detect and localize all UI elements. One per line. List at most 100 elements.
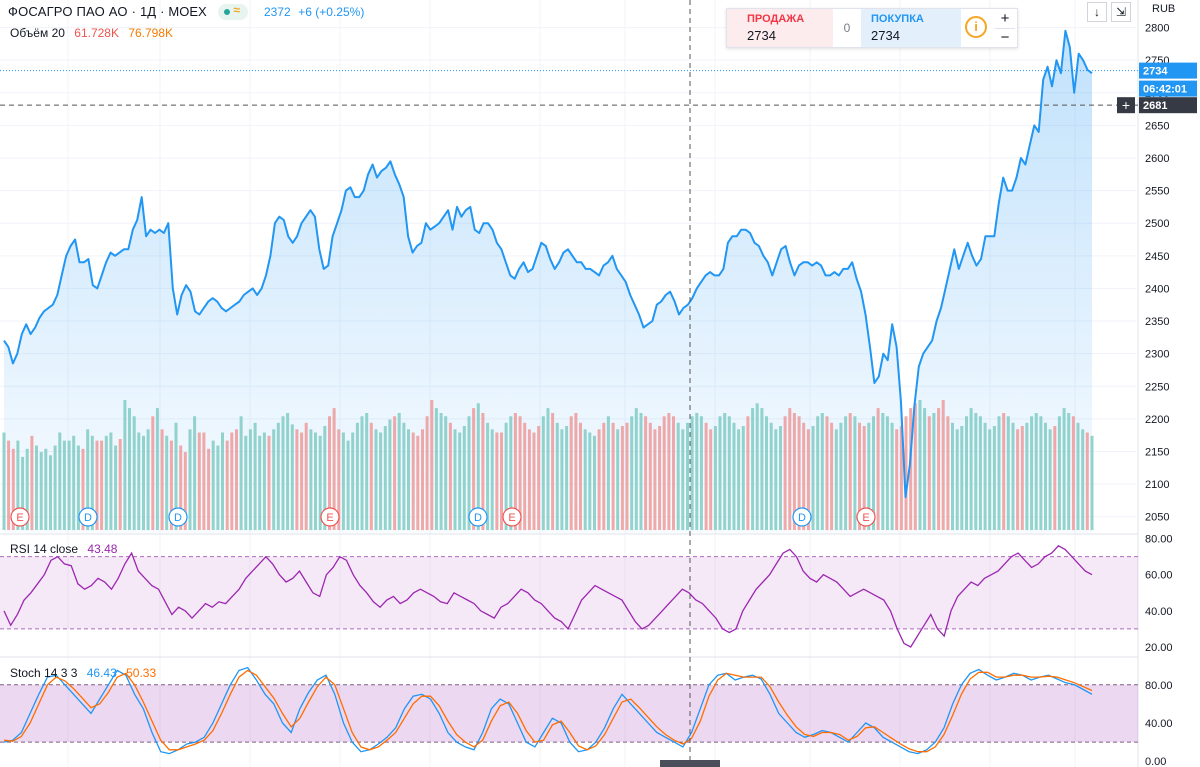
volume-bar — [462, 426, 466, 530]
volume-bar — [839, 422, 843, 531]
volume-bar — [72, 435, 76, 531]
decrease-quantity-button[interactable]: − — [995, 28, 1015, 47]
volume-bar — [1044, 422, 1047, 531]
volume-bar — [248, 429, 252, 531]
volume-bar — [49, 455, 52, 531]
currency-label[interactable]: RUB — [1152, 3, 1176, 15]
crosshair-plus-icon — [1117, 97, 1135, 114]
volume-bar — [1085, 432, 1089, 530]
price-tick-label: 2650 — [1145, 120, 1169, 132]
volume-bar — [825, 416, 829, 531]
volume-bar — [876, 408, 880, 530]
volume-ma-value: 76.798K — [128, 26, 174, 40]
volume-bar — [490, 429, 494, 531]
volume-bar — [1081, 429, 1085, 531]
event-marker-letter: D — [474, 512, 482, 524]
volume-bar — [81, 448, 85, 531]
volume-bar — [397, 413, 401, 530]
volume-bar — [1057, 416, 1061, 531]
volume-bar — [941, 400, 945, 530]
stoch-legend[interactable]: Stoch 14 3 3 46.43 50.33 — [10, 666, 156, 680]
volume-bar — [537, 426, 541, 530]
volume-label: Объём 20 — [10, 26, 65, 40]
volume-legend[interactable]: Объём 20 61.728K 76.798K — [10, 26, 173, 40]
volume-bar — [565, 426, 569, 530]
volume-bar — [616, 429, 620, 531]
volume-bar — [272, 429, 276, 531]
volume-bar — [932, 413, 936, 530]
volume-bar — [500, 432, 503, 530]
volume-bar — [1030, 416, 1034, 531]
volume-bar — [309, 429, 313, 531]
price-tick-label: 2800 — [1145, 23, 1169, 35]
symbol-name[interactable]: ФОСАГРО ПАО АО — [8, 4, 128, 19]
fullscreen-icon[interactable]: ⇲ — [1111, 2, 1131, 22]
symbol-legend[interactable]: ФОСАГРО ПАО АО · 1Д · MOEX ≈ 2372 +6 (+0.25%… — [8, 2, 365, 20]
volume-bar — [751, 408, 755, 530]
event-marker-icon — [468, 507, 488, 527]
volume-bar — [374, 429, 378, 531]
rsi-pane — [0, 544, 1138, 648]
volume-bar — [351, 432, 355, 530]
volume-bar — [885, 416, 889, 531]
volume-bar — [439, 413, 443, 530]
buy-button[interactable]: ПОКУПКА 2734 — [861, 9, 961, 47]
volume-bar — [1039, 416, 1043, 531]
volume-bar — [667, 413, 671, 530]
volume-bar — [197, 432, 201, 530]
volume-bar — [904, 416, 908, 531]
volume-bar — [76, 445, 80, 530]
rsi-tick-label: 20.00 — [1145, 642, 1173, 654]
price-area-path — [4, 30, 1092, 534]
volume-bar — [67, 440, 71, 530]
interval[interactable]: 1Д — [140, 4, 157, 19]
volume-bar — [169, 440, 173, 530]
sell-button[interactable]: ПРОДАЖА 2734 — [727, 9, 833, 47]
event-marker-icon — [792, 507, 812, 527]
volume-bar — [951, 422, 954, 531]
volume-bar — [899, 426, 903, 530]
event-marker-letter: D — [174, 512, 182, 524]
volume-bar — [95, 440, 99, 530]
volume-bar — [969, 408, 973, 530]
volume-bar — [713, 426, 717, 530]
volume-bar — [1034, 413, 1038, 530]
volume-bar — [1011, 422, 1015, 531]
volume-bar — [895, 429, 899, 531]
rsi-tick-label: 40.00 — [1145, 606, 1173, 618]
volume-bar — [523, 422, 527, 531]
volume-bar — [862, 426, 866, 530]
price-tick-label: 2450 — [1145, 251, 1169, 263]
volume-bar — [583, 429, 587, 531]
volume-bar — [699, 416, 703, 531]
volume-bar — [723, 413, 727, 530]
volume-bar — [765, 416, 768, 531]
buy-label: ПОКУПКА — [871, 13, 924, 25]
volume-bar — [244, 435, 248, 531]
volume-bar — [732, 422, 736, 531]
volume-bar — [332, 408, 336, 530]
volume-bar — [290, 424, 294, 530]
price-tick-label: 2500 — [1145, 218, 1169, 230]
volume-bar — [769, 422, 773, 531]
increase-quantity-button[interactable]: + — [1000, 10, 1010, 27]
volume-bar — [960, 426, 964, 530]
volume-bar — [328, 416, 331, 531]
volume-bar — [811, 426, 815, 530]
volume-bar — [1067, 413, 1071, 530]
rsi-legend[interactable]: RSI 14 close 43.48 — [10, 542, 117, 556]
info-icon[interactable]: i — [965, 16, 987, 38]
volume-bar — [165, 435, 169, 531]
volume-bar — [393, 416, 397, 531]
price-series-line — [3, 29, 1093, 499]
download-icon[interactable]: ↓ — [1087, 2, 1107, 22]
axis-price-tag — [1139, 80, 1197, 97]
volume-bar — [188, 429, 192, 531]
volume-bar — [797, 416, 801, 531]
event-marker-letter: D — [798, 512, 806, 524]
volume-bar — [983, 422, 987, 531]
volume-bar — [597, 429, 601, 531]
price-change: +6 (+0.25%) — [298, 5, 365, 19]
